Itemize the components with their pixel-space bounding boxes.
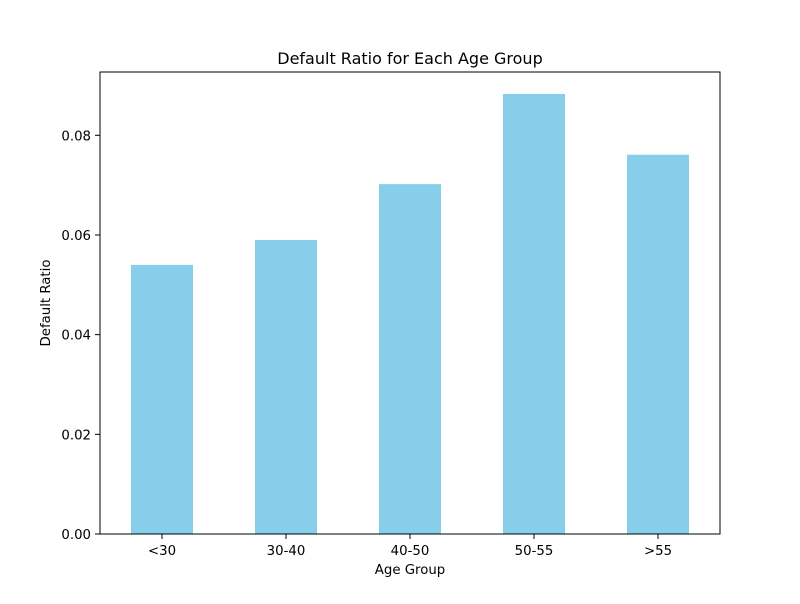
bar-2 [379,184,441,534]
y-tick-label-4: 0.08 [61,129,91,144]
bar-4 [627,154,689,534]
y-tick-label-0: 0.00 [61,528,91,543]
x-tick-label-1: 30-40 [267,544,306,559]
x-tick-label-4: >55 [644,544,672,559]
bar-0 [131,264,193,534]
x-tick-label-3: 50-55 [515,544,554,559]
chart-title: Default Ratio for Each Age Group [277,49,542,68]
y-tick-label-2: 0.04 [61,329,91,344]
bars-group [131,93,689,534]
y-axis-label: Default Ratio [39,260,54,347]
x-axis: <30 30-40 40-50 50-55 >55 [148,534,672,559]
bar-3 [503,93,565,534]
bar-1 [255,239,317,534]
y-tick-label-1: 0.02 [61,428,91,443]
x-tick-label-0: <30 [148,544,176,559]
x-axis-label: Age Group [375,563,445,578]
y-axis: 0.00 0.02 0.04 0.06 0.08 [61,129,100,543]
x-tick-label-2: 40-50 [391,544,430,559]
y-tick-label-3: 0.06 [61,229,91,244]
